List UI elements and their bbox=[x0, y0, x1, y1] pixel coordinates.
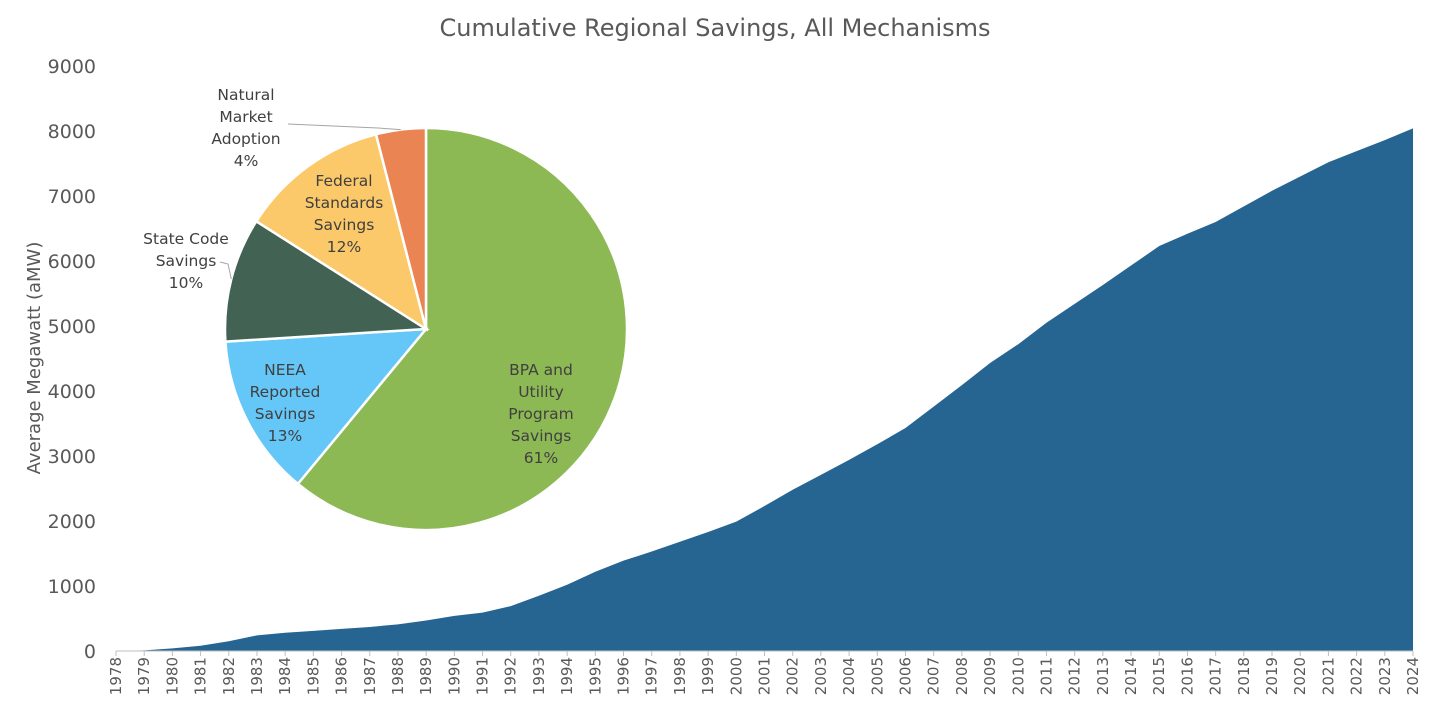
x-tick-label: 2004 bbox=[840, 657, 858, 695]
x-tick-label: 2015 bbox=[1150, 657, 1168, 695]
y-tick-label: 1000 bbox=[48, 576, 96, 598]
x-tick-label: 1998 bbox=[671, 657, 689, 695]
x-tick-label: 2010 bbox=[1009, 657, 1027, 695]
x-tick-label: 1994 bbox=[558, 657, 576, 695]
pie-label-line: 13% bbox=[268, 427, 302, 445]
pie-label-line: Savings bbox=[156, 252, 217, 270]
x-tick-label: 1978 bbox=[107, 657, 125, 695]
pie-slice bbox=[224, 327, 429, 486]
pie-chart: BPA and Utility Program Savings 61% NEEA Repor… bbox=[143, 86, 629, 532]
pie-label-line: Adoption bbox=[211, 130, 280, 148]
x-tick-label: 2008 bbox=[953, 657, 971, 695]
y-tick-label: 9000 bbox=[48, 56, 96, 78]
axes: 0 1000 2000 3000 4000 5000 6000 7000 8000 9000 197… bbox=[48, 56, 1422, 695]
x-tick-label: 2014 bbox=[1122, 657, 1140, 695]
x-tick-label: 1983 bbox=[248, 657, 266, 695]
x-tick-label: 2013 bbox=[1094, 657, 1112, 695]
x-tick-label: 1979 bbox=[135, 657, 153, 695]
x-tick-label: 2021 bbox=[1319, 657, 1337, 695]
x-tick-label: 2020 bbox=[1291, 657, 1309, 695]
area-series bbox=[116, 128, 1413, 651]
pie-label-line: Reported bbox=[250, 383, 321, 401]
x-tick-label: 2000 bbox=[727, 657, 745, 695]
x-tick-label: 2018 bbox=[1235, 657, 1253, 695]
y-tick-label: 2000 bbox=[48, 511, 96, 533]
x-tick-label: 2012 bbox=[1066, 657, 1084, 695]
pie-label-line: BPA and bbox=[509, 361, 573, 379]
x-tick-label: 2005 bbox=[868, 657, 886, 695]
x-tick-label: 2022 bbox=[1348, 657, 1366, 695]
x-tick-label: 1997 bbox=[643, 657, 661, 695]
y-axis-label: Average Megawatt (aMW) bbox=[24, 242, 45, 475]
y-tick-label: 6000 bbox=[48, 251, 96, 273]
x-tick-label: 1988 bbox=[389, 657, 407, 695]
x-tick-label: 2007 bbox=[925, 657, 943, 695]
x-tick-label: 2019 bbox=[1263, 657, 1281, 695]
pie-label-line: Program bbox=[508, 405, 573, 423]
pie-label-line: Federal bbox=[315, 172, 372, 190]
x-tick-label: 1985 bbox=[304, 657, 322, 695]
x-tick-label: 2006 bbox=[896, 657, 914, 695]
x-tick-label: 2016 bbox=[1178, 657, 1196, 695]
y-tick-label: 7000 bbox=[48, 186, 96, 208]
pie-label-line: Savings bbox=[314, 216, 375, 234]
y-tick-label: 3000 bbox=[48, 446, 96, 468]
pie-label-line: Savings bbox=[255, 405, 316, 423]
pie-label-line: Savings bbox=[511, 427, 572, 445]
x-tick-label: 1990 bbox=[445, 657, 463, 695]
pie-label-line: 10% bbox=[169, 274, 203, 292]
pie-label: BPA and Utility Program Savings 61% bbox=[508, 361, 573, 467]
x-tick-label: 2023 bbox=[1376, 657, 1394, 695]
pie-label-line: 61% bbox=[524, 449, 558, 467]
x-tick-label: 1984 bbox=[276, 657, 294, 695]
pie-slice bbox=[296, 126, 629, 532]
x-tick-label: 2001 bbox=[756, 657, 774, 695]
x-tick-label: 1980 bbox=[163, 657, 181, 695]
pie-label-line: NEEA bbox=[264, 361, 306, 379]
pie-label-line: State Code bbox=[143, 230, 229, 248]
x-tick-label: 2003 bbox=[812, 657, 830, 695]
pie-slice bbox=[254, 132, 428, 332]
x-tick-label: 1982 bbox=[220, 657, 238, 695]
pie-label-line: Natural bbox=[217, 86, 274, 104]
pie-slice bbox=[223, 219, 430, 343]
pie-label-line: 4% bbox=[234, 152, 259, 170]
x-tick-label: 2024 bbox=[1404, 657, 1422, 695]
x-tick-label: 1995 bbox=[586, 657, 604, 695]
x-tick-label: 2017 bbox=[1207, 657, 1225, 695]
pie-label: NEEA Reported Savings 13% bbox=[250, 361, 321, 445]
pie-leader-line bbox=[287, 123, 401, 131]
x-tick-label: 1981 bbox=[192, 657, 210, 695]
pie-leader-line bbox=[219, 261, 232, 280]
pie-label-line: Standards bbox=[305, 194, 384, 212]
x-tick-label: 2009 bbox=[981, 657, 999, 695]
pie-label: State Code Savings 10% bbox=[143, 230, 229, 292]
x-tick-label: 1996 bbox=[615, 657, 633, 695]
y-tick-label: 4000 bbox=[48, 381, 96, 403]
x-tick-label: 1989 bbox=[417, 657, 435, 695]
x-tick-label: 1999 bbox=[699, 657, 717, 695]
pie-label-line: 12% bbox=[327, 238, 361, 256]
pie-label: Federal Standards Savings 12% bbox=[305, 172, 384, 256]
x-tick-label: 1992 bbox=[502, 657, 520, 695]
x-tick-label: 1993 bbox=[530, 657, 548, 695]
pie-label-line: Utility bbox=[518, 383, 564, 401]
pie-slice bbox=[374, 126, 428, 330]
y-tick-label: 5000 bbox=[48, 316, 96, 338]
y-tick-label: 0 bbox=[84, 641, 96, 663]
pie-label-line: Market bbox=[219, 108, 272, 126]
chart-title: Cumulative Regional Savings, All Mechani… bbox=[439, 14, 990, 42]
x-tick-label: 2002 bbox=[784, 657, 802, 695]
x-tick-label: 1991 bbox=[474, 657, 492, 695]
pie-label: Natural Market Adoption 4% bbox=[211, 86, 280, 170]
area-fill bbox=[116, 128, 1413, 651]
x-tick-label: 2011 bbox=[1037, 657, 1055, 695]
x-tick-label: 1987 bbox=[361, 657, 379, 695]
x-tick-label: 1986 bbox=[333, 657, 351, 695]
y-tick-label: 8000 bbox=[48, 121, 96, 143]
